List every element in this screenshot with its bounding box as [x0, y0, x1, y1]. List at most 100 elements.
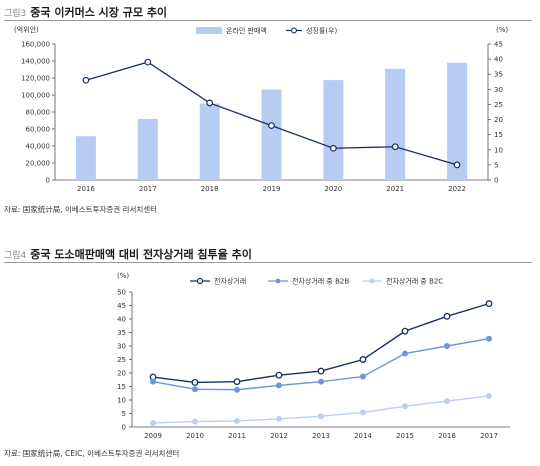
- total-ecommerce-point: [233, 378, 241, 386]
- y-axis-unit: (%): [117, 272, 129, 280]
- total-ecommerce-point: [443, 312, 451, 320]
- growth-rate-point: [82, 76, 90, 84]
- left-tick-label: 80,000: [26, 109, 51, 117]
- right-tick-label: 40: [494, 56, 503, 64]
- growth-rate-point: [329, 144, 337, 152]
- x-tick-label: 2017: [480, 432, 498, 440]
- x-tick-label: 2022: [448, 185, 466, 193]
- sales-bar: [75, 136, 96, 180]
- y-tick-label: 10: [117, 397, 126, 405]
- y-tick-label: 50: [117, 289, 126, 297]
- figure3-number: 그림3: [4, 9, 27, 19]
- legend-b2b-label: 전자상거래 중 B2B: [292, 277, 349, 286]
- left-tick-label: 20,000: [26, 160, 51, 168]
- b2b-point: [191, 386, 198, 393]
- b2b-point: [149, 378, 156, 385]
- legend-line-label: 성장률(우): [306, 26, 337, 35]
- sales-bar: [323, 80, 344, 180]
- figure3-rule: [4, 20, 532, 21]
- figure3-source: 자료: 国家统计局, 이베스트투자증권 리서치센터: [4, 205, 158, 214]
- growth-rate-point: [144, 58, 152, 66]
- right-tick-label: 0: [494, 177, 498, 185]
- right-tick-label: 35: [494, 71, 503, 79]
- y-tick-label: 45: [117, 302, 126, 310]
- left-tick-label: 160,000: [21, 41, 50, 49]
- b2c-point: [359, 409, 366, 416]
- right-tick-label: 25: [494, 101, 503, 109]
- sales-bar: [137, 118, 158, 180]
- x-tick-label: 2016: [438, 432, 456, 440]
- left-tick-label: 60,000: [26, 126, 51, 134]
- left-tick-label: 0: [46, 177, 50, 185]
- figure4-title: 중국 도소매판매액 대비 전자상거래 침투율 추이: [30, 248, 252, 261]
- y-tick-label: 0: [122, 424, 126, 432]
- x-tick-label: 2016: [77, 185, 95, 193]
- y-tick-label: 15: [117, 383, 126, 391]
- y-tick-label: 5: [122, 410, 126, 418]
- total-ecommerce-point: [401, 327, 409, 335]
- growth-rate-point: [268, 122, 275, 129]
- b2c-point: [401, 403, 408, 410]
- b2c-point: [149, 419, 156, 426]
- legend-bar-swatch: [196, 27, 222, 34]
- y-tick-label: 20: [117, 370, 126, 378]
- left-tick-label: 120,000: [21, 75, 50, 83]
- x-tick-label: 2015: [396, 432, 414, 440]
- x-tick-label: 2018: [201, 185, 219, 193]
- left-tick-label: 140,000: [21, 58, 50, 66]
- legend-b2c-label: 전자상거래 중 B2C: [386, 277, 443, 286]
- figure3-heading: 그림3 중국 이커머스 시장 규모 추이: [4, 4, 167, 20]
- left-tick-label: 100,000: [21, 92, 50, 100]
- x-tick-label: 2017: [139, 185, 157, 193]
- y-tick-label: 25: [117, 356, 126, 364]
- x-tick-label: 2010: [186, 432, 204, 440]
- x-tick-label: 2019: [263, 185, 281, 193]
- legend-b2c-marker: [369, 278, 375, 284]
- right-tick-label: 15: [494, 131, 503, 139]
- b2c-point: [191, 418, 198, 425]
- legend-line-marker: [291, 27, 297, 34]
- figure3-title: 중국 이커머스 시장 규모 추이: [30, 6, 168, 19]
- figure4-rule: [4, 262, 532, 263]
- x-tick-label: 2020: [324, 185, 342, 193]
- b2c-point: [275, 415, 282, 422]
- sales-bar: [261, 89, 282, 180]
- x-tick-label: 2014: [354, 432, 372, 440]
- x-tick-label: 2021: [386, 185, 404, 193]
- figure4-heading: 그림4 중국 도소매판매액 대비 전자상거래 침투율 추이: [4, 246, 252, 262]
- left-tick-label: 40,000: [26, 143, 51, 151]
- growth-rate-point: [453, 161, 461, 169]
- b2b-point: [359, 373, 366, 380]
- b2b-point: [485, 335, 492, 342]
- b2c-point: [443, 398, 450, 405]
- right-tick-label: 5: [494, 161, 498, 169]
- b2c-point: [317, 413, 324, 420]
- sales-bar: [385, 68, 406, 180]
- legend-total-ecommerce-label: 전자상거래: [214, 277, 246, 286]
- right-tick-label: 45: [494, 41, 503, 49]
- b2b-point: [401, 350, 408, 357]
- b2b-point: [275, 382, 282, 389]
- y-tick-label: 30: [117, 343, 126, 351]
- sales-bar: [447, 62, 468, 181]
- growth-rate-point: [206, 99, 214, 107]
- left-axis-unit: (억위안): [14, 25, 39, 34]
- total-ecommerce-point: [359, 356, 367, 363]
- b2b-point: [317, 378, 324, 385]
- right-tick-label: 20: [494, 116, 503, 124]
- total-ecommerce-point: [275, 371, 283, 379]
- total-ecommerce-point: [191, 378, 199, 386]
- legend-total-ecommerce-marker: [196, 277, 204, 285]
- x-tick-label: 2012: [270, 432, 288, 440]
- b2c-point: [233, 418, 240, 425]
- right-axis-unit: (%): [496, 26, 508, 34]
- y-tick-label: 35: [117, 329, 126, 337]
- b2b-point: [443, 343, 450, 350]
- y-tick-label: 40: [117, 316, 126, 324]
- figure4-source: 자료: 国家统计局, CEIC, 이베스트투자증권 리서치센터: [4, 449, 180, 458]
- right-tick-label: 30: [494, 86, 503, 94]
- legend-bar-label: 온라인 판매액: [226, 26, 267, 35]
- legend-b2b-marker: [275, 278, 281, 284]
- x-tick-label: 2011: [228, 432, 246, 440]
- right-tick-label: 10: [494, 146, 503, 154]
